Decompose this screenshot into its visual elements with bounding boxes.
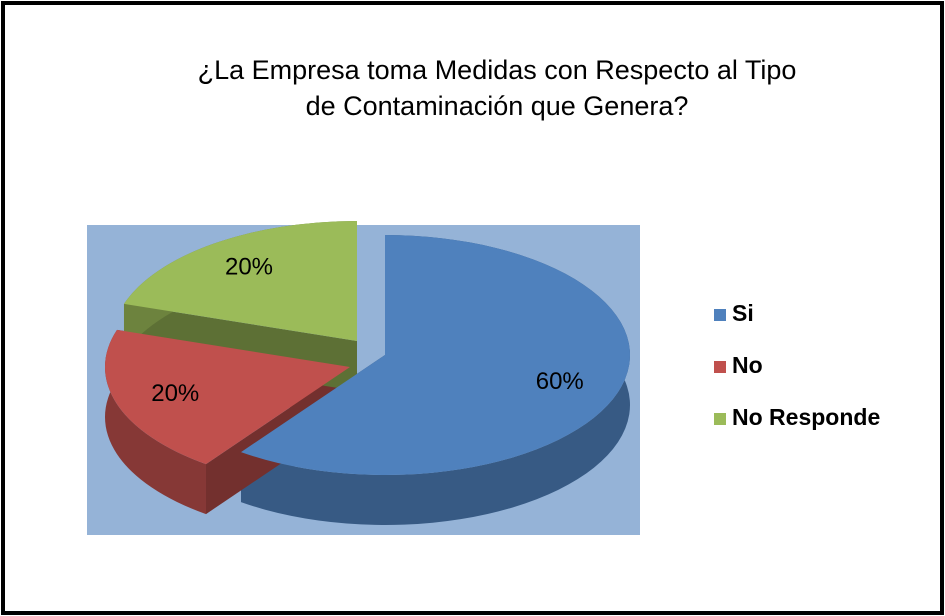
pie-tops [104,221,631,476]
data-label: 20% [151,380,199,407]
legend-label: No Responde [732,404,880,430]
legend-label: Si [732,300,754,326]
pie-slice [104,329,350,465]
legend-swatch [714,361,726,373]
pie-slice [123,221,357,341]
legend-swatch [714,309,726,321]
pie-slice [240,235,631,476]
chart-title: ¿La Empresa toma Medidas con Respecto al… [197,55,797,121]
legend-label: No [732,352,763,378]
pie-rim [104,329,206,515]
legend-swatch [714,413,726,425]
data-label: 20% [225,254,273,281]
data-label: 60% [536,368,584,395]
